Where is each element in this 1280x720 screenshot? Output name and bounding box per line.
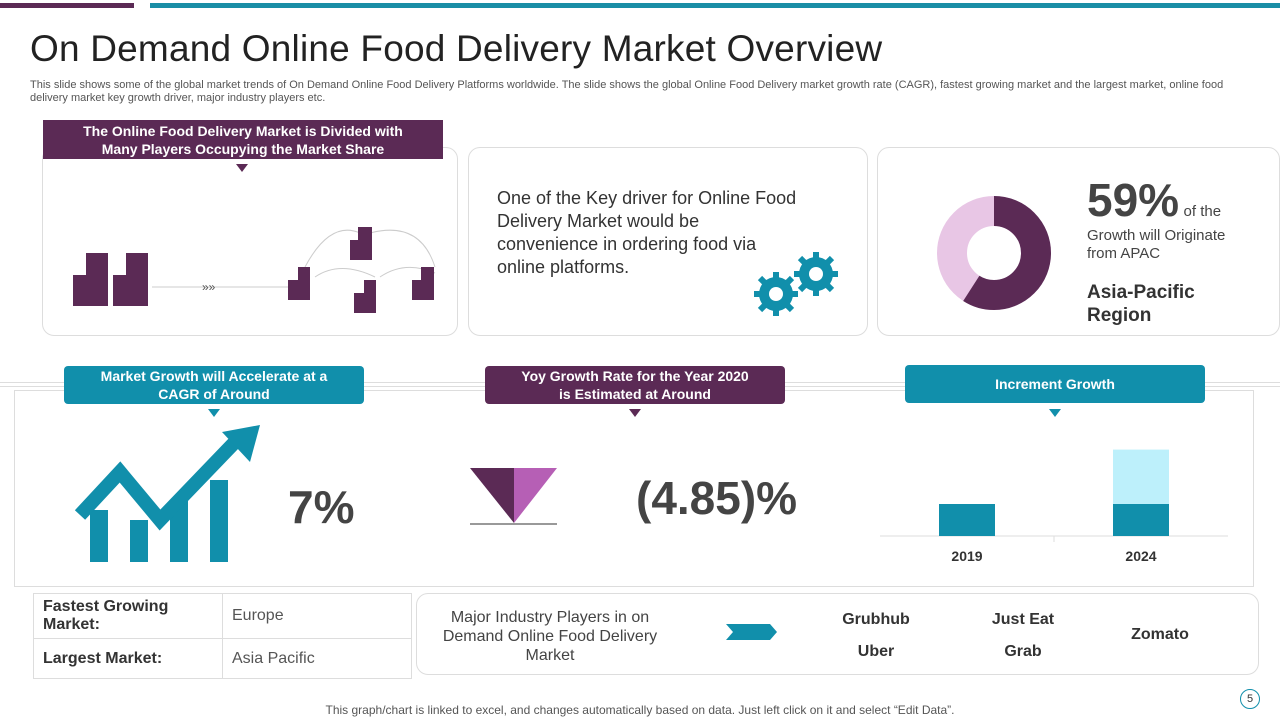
cagr-value: 7% [288, 481, 355, 533]
player-name: Grubhub [842, 611, 910, 628]
donut-slice-apac [937, 196, 1051, 310]
page-title: On Demand Online Food Delivery Market Ov… [30, 28, 883, 69]
page-subtitle: This slide shows some of the global mark… [30, 79, 1224, 104]
top-bar-accent [150, 3, 1280, 8]
pointer-icon [1049, 409, 1061, 417]
pointer-icon [236, 164, 248, 172]
increment-bar-chart: 2019 2024 [880, 449, 1228, 564]
buildings-network-icon: »» [73, 227, 436, 313]
pointer-icon [208, 409, 220, 417]
player-name: Just Eat [991, 611, 1055, 628]
page-number: 5 [1240, 689, 1260, 709]
down-triangle-icon [470, 468, 557, 525]
yoy-value: (4.85)% [636, 472, 798, 524]
increment-label: Increment Growth [905, 365, 1205, 403]
apac-donut-chart [937, 196, 1051, 310]
players-label: Major Industry Players in on Demand Onli… [442, 609, 658, 664]
player-name: Zomato [1131, 626, 1189, 643]
bar-2019-s0 [939, 504, 995, 536]
player-name: Uber [857, 643, 895, 660]
x-tick-label: 2019 [951, 548, 982, 564]
market-divided-card [42, 147, 458, 336]
network-buildings-icon [288, 227, 434, 313]
player-name: Grab [1004, 643, 1042, 660]
table-row: Largest Market: Asia Pacific [33, 638, 412, 679]
market-value: Asia Pacific [222, 638, 412, 679]
apac-desc: Growth will Originate from APAC [1087, 227, 1226, 262]
market-divided-label: The Online Food Delivery Market is Divid… [43, 120, 443, 159]
footer-note: This graph/chart is linked to excel, and… [325, 703, 955, 717]
x-tick-label: 2024 [1125, 548, 1156, 564]
bar-2024-s0 [1113, 504, 1169, 536]
market-key: Largest Market: [33, 638, 223, 679]
table-row: Fastest Growing Market: Europe [33, 593, 412, 639]
buildings-icon [73, 253, 148, 306]
pointer-icon [629, 409, 641, 417]
apac-stat: 59% of the Growth will Originate from AP… [1087, 173, 1267, 327]
growth-chart-arrow-icon [74, 425, 260, 562]
apac-percent: 59% [1087, 174, 1180, 226]
players-card [416, 593, 1259, 675]
arrow-chevrons-icon: »» [202, 280, 216, 294]
key-driver-card [468, 147, 868, 336]
market-value: Europe [222, 593, 412, 639]
bar-2024-s1 [1113, 449, 1169, 504]
top-bar-accent [0, 3, 134, 8]
gears-icon [754, 252, 838, 316]
market-key: Fastest Growing Market: [33, 593, 223, 639]
chevron-arrow-icon [726, 624, 777, 640]
apac-suffix: of the [1183, 203, 1222, 220]
key-driver-text: One of the Key driver for Online Food De… [497, 188, 797, 277]
cagr-label: Market Growth will Accelerate at a CAGR … [64, 366, 364, 404]
markets-table: Fastest Growing Market: Europe Largest Ma… [33, 593, 412, 679]
yoy-label: Yoy Growth Rate for the Year 2020 is Est… [485, 366, 785, 404]
apac-region: Asia-Pacific Region [1087, 282, 1195, 326]
